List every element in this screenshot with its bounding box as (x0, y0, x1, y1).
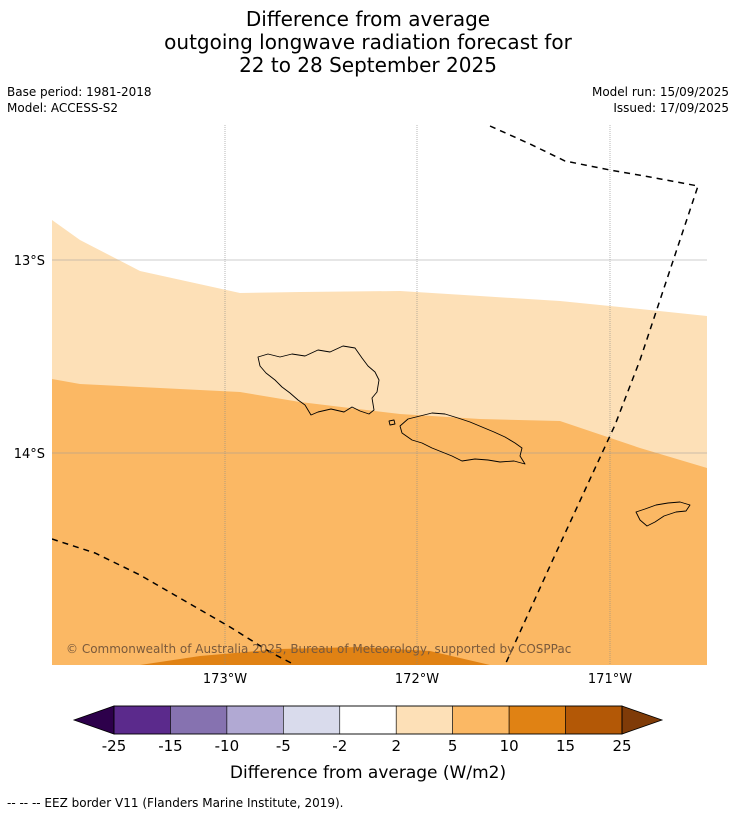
title-line-2: outgoing longwave radiation forecast for (164, 30, 572, 54)
colorbar-box-8 (565, 705, 623, 735)
lon-label-173w: 173°W (203, 672, 247, 687)
copyright-notice: © Commonwealth of Australia 2025, Bureau… (66, 642, 571, 656)
anomaly-band-5-10 (52, 379, 707, 665)
parallels (52, 259, 707, 454)
meta-right: Model run: 15/09/2025 Issued: 17/09/2025 (592, 84, 729, 116)
colorbar-frame (113, 705, 623, 735)
colorbar-box-2 (226, 705, 284, 735)
colorbar-tick-label: 15 (556, 737, 575, 755)
colorbar-tick-label: 10 (500, 737, 519, 755)
model-run: Model run: 15/09/2025 (591, 85, 729, 99)
colorbar-box-7 (508, 705, 566, 735)
eez-borders (52, 125, 699, 665)
title-line-1: Difference from average (245, 7, 491, 31)
colorbar-box-4 (339, 705, 397, 735)
colorbar-tick-label: -15 (158, 737, 183, 755)
colorbar-box-6 (452, 705, 510, 735)
title-line-3: 22 to 28 September 2025 (239, 53, 497, 77)
colorbar-box-5 (395, 705, 453, 735)
anomaly-band-10-15 (140, 647, 490, 665)
colorbar-over-arrow (621, 705, 664, 735)
colorbar-box-1 (170, 705, 228, 735)
base-period: Base period: 1981-2018 (7, 85, 152, 99)
colorbar-tick-label: 5 (448, 737, 458, 755)
coastlines (257, 345, 691, 527)
lon-label-172w: 172°W (395, 672, 439, 687)
island-manono (388, 419, 396, 426)
lon-label-171w: 171°W (588, 672, 632, 687)
colorbar-box-0 (113, 705, 171, 735)
map-panel: © Commonwealth of Australia 2025, Bureau… (52, 125, 707, 665)
model-name: Model: ACCESS-S2 (7, 101, 119, 115)
colorbar-tick-label: -25 (102, 737, 127, 755)
colorbar-tick-label: -10 (215, 737, 240, 755)
colorbar: -25 -15 -10 -5 -2 2 5 10 15 25 Difference from av… (72, 705, 664, 783)
eez-footnote: -- -- -- EEZ border V11 (Flanders Marine… (7, 796, 344, 810)
colorbar-label: Difference from average (W/m2) (230, 763, 506, 783)
eez-border-southwest (52, 538, 296, 665)
colorbar-ticks: -25 -15 -10 -5 -2 2 5 10 15 25 (102, 737, 632, 755)
map-figure: © Commonwealth of Australia 2025, Bureau… (14, 125, 707, 783)
colorbar-boxes (113, 705, 623, 735)
eez-border-samoa-east (489, 125, 699, 665)
colorbar-under-arrow (72, 705, 115, 735)
axis-labels: 13°S 14°S 173°W 172°W 171°W (14, 254, 633, 687)
island-upolu (399, 412, 526, 465)
island-savaii (257, 345, 380, 416)
map-title: Difference from average outgoing longwav… (0, 8, 736, 77)
issued-date: Issued: 17/09/2025 (613, 101, 729, 115)
lat-label-13s: 13°S (14, 254, 45, 269)
meta-left: Base period: 1981-2018 Model: ACCESS-S2 (7, 84, 152, 116)
colorbar-tick-label: -2 (332, 737, 347, 755)
colorbar-tick-label: -5 (276, 737, 291, 755)
graticule (224, 125, 611, 665)
colorbar-box-3 (283, 705, 341, 735)
colorbar-tick-label: 2 (391, 737, 401, 755)
colorbar-tick-label: 25 (612, 737, 631, 755)
island-tutuila (635, 501, 691, 527)
lat-label-14s: 14°S (14, 447, 45, 462)
